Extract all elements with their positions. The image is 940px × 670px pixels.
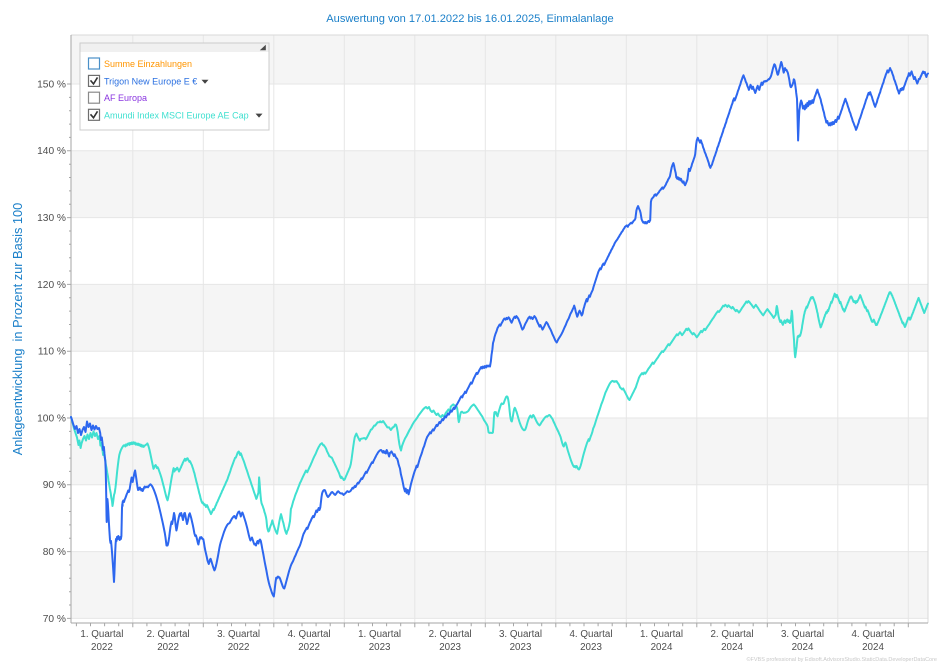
svg-text:2024: 2024 [792, 642, 814, 653]
svg-text:4. Quartal: 4. Quartal [288, 629, 331, 640]
svg-text:Trigon New Europe E €: Trigon New Europe E € [104, 76, 197, 86]
svg-text:2022: 2022 [228, 642, 250, 653]
svg-text:2024: 2024 [651, 642, 673, 653]
svg-text:100 %: 100 % [37, 413, 66, 424]
svg-text:2. Quartal: 2. Quartal [429, 629, 472, 640]
svg-text:70 %: 70 % [43, 614, 66, 625]
svg-text:2. Quartal: 2. Quartal [710, 629, 753, 640]
svg-text:2024: 2024 [862, 642, 884, 653]
svg-text:2023: 2023 [580, 642, 602, 653]
svg-text:140 %: 140 % [37, 146, 66, 157]
svg-text:Auswertung von 17.01.2022 bis: Auswertung von 17.01.2022 bis 16.01.2025… [326, 13, 613, 25]
svg-text:80 %: 80 % [43, 547, 66, 558]
svg-text:110 %: 110 % [38, 347, 66, 358]
svg-text:©FVBS professional by Edisoft.: ©FVBS professional by Edisoft.AdvisorsSt… [746, 656, 937, 663]
svg-text:4. Quartal: 4. Quartal [851, 629, 894, 640]
svg-text:Anlageentwicklung in Prozent: Anlageentwicklung in Prozent zur Basis 1… [10, 203, 25, 456]
svg-text:90 %: 90 % [43, 480, 66, 491]
svg-text:Amundi Index MSCI Europe AE Ca: Amundi Index MSCI Europe AE Cap [104, 110, 249, 120]
svg-text:AF Europa: AF Europa [104, 93, 147, 103]
svg-text:1. Quartal: 1. Quartal [640, 629, 683, 640]
svg-text:4. Quartal: 4. Quartal [569, 629, 612, 640]
svg-text:2022: 2022 [157, 642, 179, 653]
svg-text:150 %: 150 % [37, 79, 66, 90]
svg-text:3. Quartal: 3. Quartal [217, 629, 260, 640]
svg-text:3. Quartal: 3. Quartal [781, 629, 824, 640]
svg-text:2. Quartal: 2. Quartal [147, 629, 190, 640]
svg-text:2024: 2024 [721, 642, 743, 653]
svg-text:3. Quartal: 3. Quartal [499, 629, 542, 640]
svg-text:120 %: 120 % [37, 280, 66, 291]
svg-text:2023: 2023 [510, 642, 532, 653]
svg-text:Summe Einzahlungen: Summe Einzahlungen [104, 59, 192, 69]
svg-text:2022: 2022 [298, 642, 320, 653]
svg-text:1. Quartal: 1. Quartal [358, 629, 401, 640]
svg-text:1. Quartal: 1. Quartal [80, 629, 123, 640]
svg-text:2022: 2022 [91, 642, 113, 653]
svg-text:2023: 2023 [439, 642, 461, 653]
svg-text:130 %: 130 % [37, 213, 66, 224]
svg-text:2023: 2023 [369, 642, 391, 653]
